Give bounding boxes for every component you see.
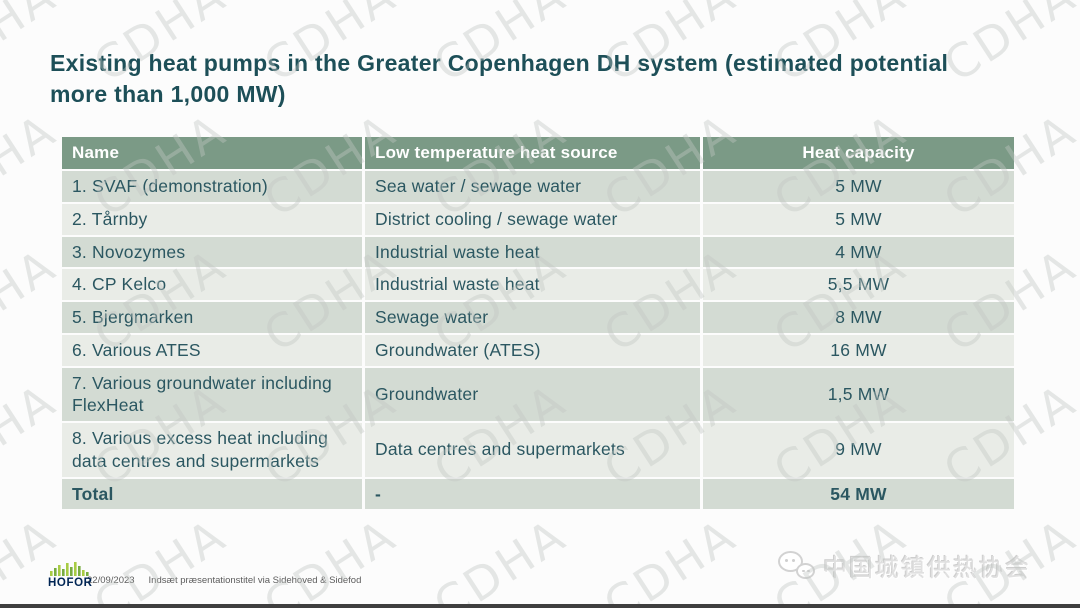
cell-capacity: 9 MW [703, 423, 1017, 479]
table-row: 2. Tårnby District cooling / sewage water… [62, 203, 1017, 237]
total-capacity: 54 MW [703, 478, 1017, 512]
watermark-text: CDHA [594, 507, 746, 608]
table-row: 1. SVAF (demonstration) Sea water / sewag… [62, 171, 1017, 204]
watermark-text: CDHA [0, 507, 66, 608]
footer-note-text: Indsæt præsentationstitel via Sidehoved … [148, 575, 362, 586]
cell-name: 2. Tårnby [62, 203, 365, 237]
watermark-text: CDHA [424, 507, 576, 608]
cell-capacity: 5,5 MW [703, 269, 1017, 302]
table-row: 7. Various groundwater including FlexHea… [62, 367, 1017, 423]
cell-capacity: 16 MW [703, 334, 1017, 368]
wechat-bubble-small [796, 562, 815, 579]
cell-capacity: 5 MW [703, 171, 1017, 204]
cell-source: Sewage water [365, 302, 703, 335]
column-header-capacity: Heat capacity [703, 137, 1017, 171]
cell-source: Industrial waste heat [365, 236, 703, 270]
cell-source: District cooling / sewage water [365, 203, 703, 237]
page-title: Existing heat pumps in the Greater Copen… [50, 48, 1040, 110]
watermark-text: CDHA [0, 102, 66, 228]
cell-name: 3. Novozymes [62, 236, 365, 270]
cell-capacity: 5 MW [703, 203, 1017, 237]
hofor-logo: HOFOR [48, 561, 108, 589]
cell-source: Sea water / sewage water [365, 171, 703, 204]
association-badge: 中国城镇供热协会 [778, 548, 1031, 583]
table-row: 4. CP Kelco Industrial waste heat 5,5 MW [62, 269, 1017, 302]
table-body: 1. SVAF (demonstration) Sea water / sewag… [62, 171, 1017, 479]
column-header-name: Name [62, 137, 365, 171]
table-total-row: Total - 54 MW [62, 478, 1017, 512]
table-row: 5. Bjergmarken Sewage water 8 MW [62, 302, 1017, 335]
wechat-icon [778, 550, 816, 582]
heat-pumps-table: Name Low temperature heat source Heat ca… [62, 137, 1017, 512]
cell-capacity: 8 MW [703, 302, 1017, 335]
total-label: Total [62, 478, 365, 512]
watermark-text: CDHA [84, 507, 236, 608]
watermark-text: CDHA [0, 237, 66, 363]
watermark-text: CDHA [0, 372, 66, 498]
cell-name: 4. CP Kelco [62, 269, 365, 302]
table-row: 3. Novozymes Industrial waste heat 4 MW [62, 236, 1017, 270]
watermark-text: CDHA [254, 507, 406, 608]
cell-name: 8. Various excess heat including data ce… [62, 423, 365, 479]
footer-note: 22/09/2023 Indsæt præsentationstitel via … [87, 575, 361, 586]
cell-source: Industrial waste heat [365, 269, 703, 302]
table-row: 6. Various ATES Groundwater (ATES) 16 MW [62, 334, 1017, 368]
cell-source: Data centres and supermarkets [365, 423, 703, 479]
page-title-line1: Existing heat pumps in the Greater Copen… [50, 50, 949, 76]
cell-name: 6. Various ATES [62, 334, 365, 368]
cell-capacity: 4 MW [703, 236, 1017, 270]
table-header-row: Name Low temperature heat source Heat ca… [62, 137, 1017, 171]
cell-source: Groundwater (ATES) [365, 334, 703, 368]
cell-name: 1. SVAF (demonstration) [62, 171, 365, 204]
footer-date: 22/09/2023 [87, 575, 135, 586]
cell-capacity: 1,5 MW [703, 367, 1017, 423]
cell-name: 7. Various groundwater including FlexHea… [62, 367, 365, 423]
cell-source: Groundwater [365, 367, 703, 423]
hofor-logo-text: HOFOR [48, 577, 93, 589]
total-source: - [365, 478, 703, 512]
page-title-line2: more than 1,000 MW) [50, 80, 286, 107]
cell-name: 5. Bjergmarken [62, 302, 365, 335]
association-name: 中国城镇供热协会 [823, 555, 1031, 582]
bottom-bar [0, 604, 1080, 608]
hofor-logo-bars-icon [50, 562, 89, 576]
table-row: 8. Various excess heat including data ce… [62, 423, 1017, 479]
column-header-source: Low temperature heat source [365, 137, 703, 171]
